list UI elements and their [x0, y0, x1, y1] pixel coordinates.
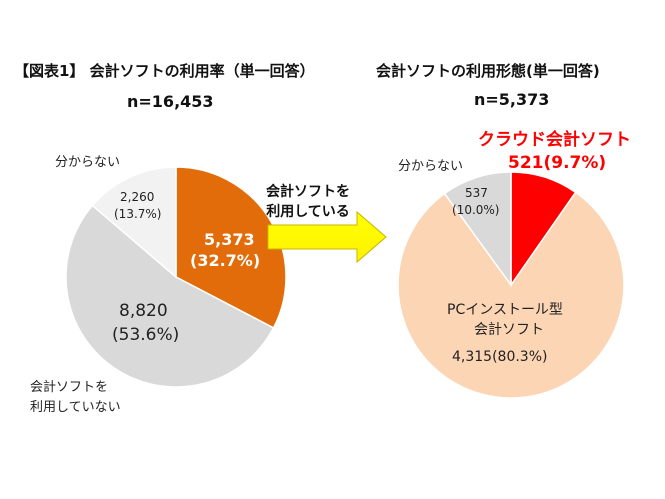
left-pie — [65, 166, 287, 388]
left-percent-unknown: (13.7%) — [114, 207, 161, 221]
right-value-unknown: 537 — [465, 186, 488, 200]
left-chart-title: 【図表1】 会計ソフトの利用率（単一回答） — [14, 62, 315, 80]
left-label-notusing-2: 利用していない — [30, 400, 121, 415]
left-chart-n: n=16,453 — [127, 92, 214, 111]
right-label-cloud: クラウド会計ソフト — [478, 129, 631, 150]
right-value-cloud: 521(9.7%) — [508, 153, 606, 173]
right-pie-slice-3 — [443, 171, 512, 288]
left-percent-using: (32.7%) — [190, 251, 260, 270]
left-percent-notusing: (53.6%) — [112, 325, 179, 345]
arrow-label: 会計ソフトを 利用している — [266, 182, 350, 222]
right-value-pc: 4,315(80.3%) — [452, 349, 547, 365]
right-percent-unknown: (10.0%) — [452, 203, 499, 217]
left-pie-slice-2 — [65, 204, 275, 388]
right-label-pc-1: PCインストール型 — [447, 302, 563, 318]
left-pie-slice-3 — [91, 166, 177, 279]
right-label-unknown: 分からない — [398, 159, 463, 174]
left-value-using: 5,373 — [204, 230, 255, 249]
right-chart-title: 会計ソフトの利用形態(単一回答) — [376, 62, 600, 80]
left-value-unknown: 2,260 — [120, 190, 154, 204]
left-value-notusing: 8,820 — [119, 301, 168, 321]
left-label-notusing-1: 会計ソフトを — [30, 379, 108, 395]
left-label-unknown: 分からない — [55, 155, 120, 170]
arrow-label-line1: 会計ソフトを — [266, 184, 350, 200]
right-pie — [397, 171, 625, 399]
left-pie-slice-1 — [175, 166, 287, 329]
arrow-shape — [267, 210, 387, 264]
right-chart-n: n=5,373 — [474, 90, 550, 109]
arrow-label-line2: 利用している — [266, 204, 350, 220]
right-pie-slice-2 — [397, 191, 625, 399]
right-label-pc-2: 会計ソフト — [474, 322, 544, 338]
